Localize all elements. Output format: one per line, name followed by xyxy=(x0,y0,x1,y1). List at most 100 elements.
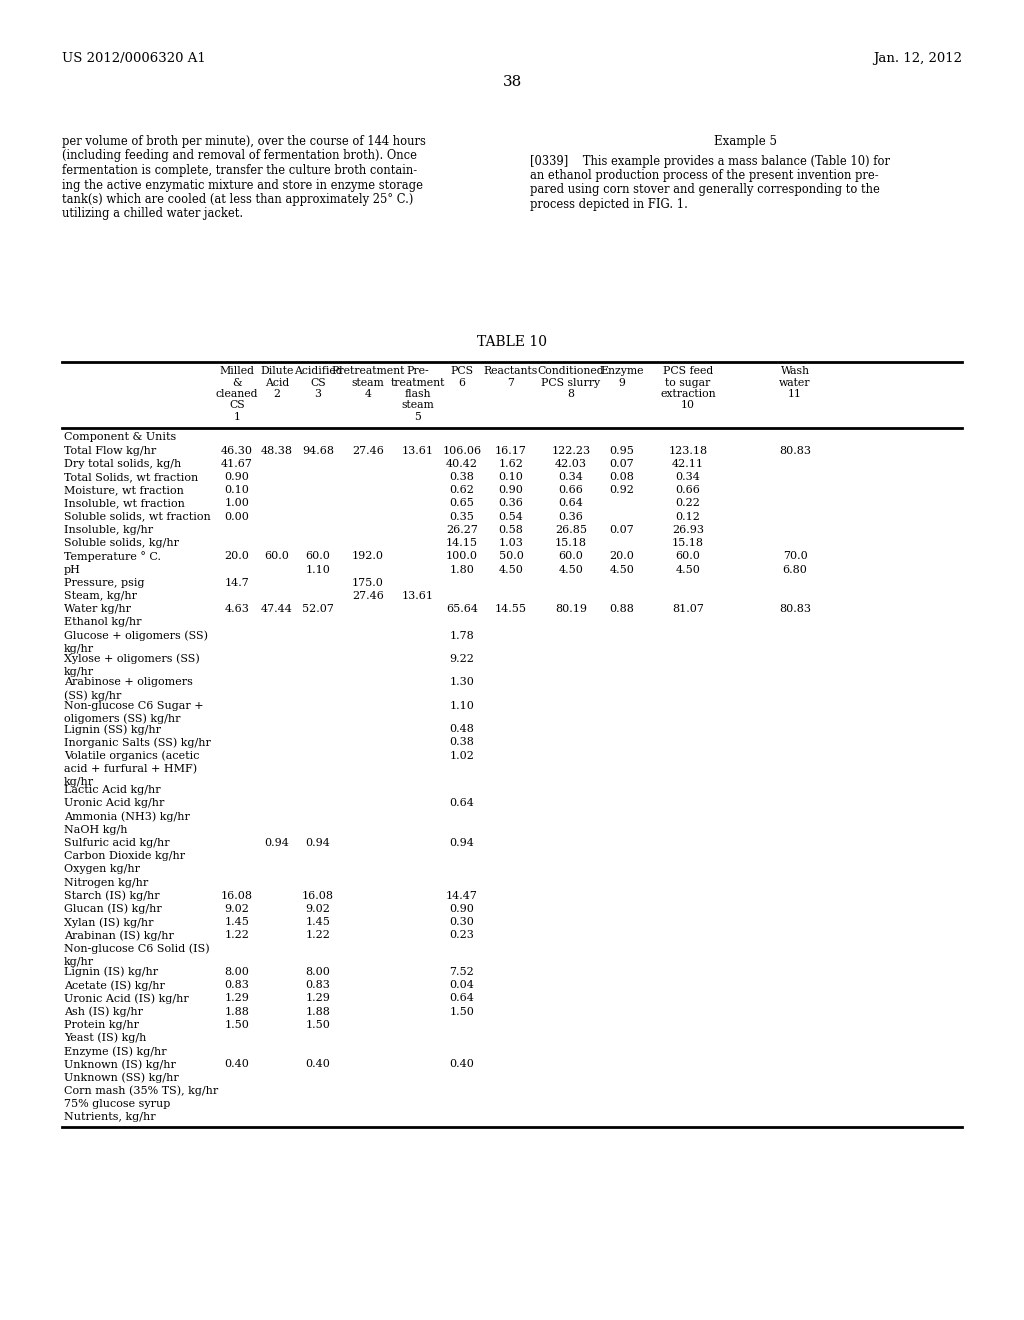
Text: 1.29: 1.29 xyxy=(305,994,331,1003)
Text: Soluble solids, kg/hr: Soluble solids, kg/hr xyxy=(63,539,179,548)
Text: 42.03: 42.03 xyxy=(555,459,587,469)
Text: Yeast (IS) kg/h: Yeast (IS) kg/h xyxy=(63,1034,146,1044)
Text: 4.63: 4.63 xyxy=(224,605,250,614)
Text: 80.19: 80.19 xyxy=(555,605,587,614)
Text: Milled: Milled xyxy=(219,366,255,376)
Text: 1.88: 1.88 xyxy=(305,1007,331,1016)
Text: 0.90: 0.90 xyxy=(224,473,250,482)
Text: flash: flash xyxy=(404,389,431,399)
Text: kg/hr: kg/hr xyxy=(63,667,94,677)
Text: 0.08: 0.08 xyxy=(609,473,635,482)
Text: 38: 38 xyxy=(503,75,521,88)
Text: oligomers (SS) kg/hr: oligomers (SS) kg/hr xyxy=(63,714,180,725)
Text: 80.83: 80.83 xyxy=(779,605,811,614)
Text: Nutrients, kg/hr: Nutrients, kg/hr xyxy=(63,1113,156,1122)
Text: 94.68: 94.68 xyxy=(302,446,334,455)
Text: US 2012/0006320 A1: US 2012/0006320 A1 xyxy=(62,51,206,65)
Text: Xylan (IS) kg/hr: Xylan (IS) kg/hr xyxy=(63,917,154,928)
Text: 1.50: 1.50 xyxy=(224,1020,250,1030)
Text: Wash: Wash xyxy=(780,366,810,376)
Text: 70.0: 70.0 xyxy=(782,552,807,561)
Text: Carbon Dioxide kg/hr: Carbon Dioxide kg/hr xyxy=(63,851,185,861)
Text: 100.0: 100.0 xyxy=(446,552,478,561)
Text: 4.50: 4.50 xyxy=(609,565,635,574)
Text: Moisture, wt fraction: Moisture, wt fraction xyxy=(63,486,184,495)
Text: 0.95: 0.95 xyxy=(609,446,635,455)
Text: 40.42: 40.42 xyxy=(446,459,478,469)
Text: kg/hr: kg/hr xyxy=(63,776,94,787)
Text: Uronic Acid kg/hr: Uronic Acid kg/hr xyxy=(63,799,165,808)
Text: 0.00: 0.00 xyxy=(224,512,250,521)
Text: 11: 11 xyxy=(788,389,802,399)
Text: (SS) kg/hr: (SS) kg/hr xyxy=(63,690,122,701)
Text: cleaned: cleaned xyxy=(216,389,258,399)
Text: 1.78: 1.78 xyxy=(450,631,474,640)
Text: 7.52: 7.52 xyxy=(450,968,474,977)
Text: 0.07: 0.07 xyxy=(609,525,635,535)
Text: PCS feed: PCS feed xyxy=(663,366,713,376)
Text: Oxygen kg/hr: Oxygen kg/hr xyxy=(63,865,140,874)
Text: Inorganic Salts (SS) kg/hr: Inorganic Salts (SS) kg/hr xyxy=(63,738,211,748)
Text: 14.7: 14.7 xyxy=(224,578,250,587)
Text: 122.23: 122.23 xyxy=(552,446,591,455)
Text: 46.30: 46.30 xyxy=(221,446,253,455)
Text: 9.22: 9.22 xyxy=(450,653,474,664)
Text: Non-glucose C6 Solid (IS): Non-glucose C6 Solid (IS) xyxy=(63,944,210,954)
Text: Glucan (IS) kg/hr: Glucan (IS) kg/hr xyxy=(63,904,162,915)
Text: 9.02: 9.02 xyxy=(305,904,331,913)
Text: Soluble solids, wt fraction: Soluble solids, wt fraction xyxy=(63,512,211,521)
Text: 20.0: 20.0 xyxy=(609,552,635,561)
Text: 16.08: 16.08 xyxy=(221,891,253,900)
Text: 0.66: 0.66 xyxy=(558,486,584,495)
Text: steam: steam xyxy=(351,378,384,388)
Text: Acid: Acid xyxy=(265,378,289,388)
Text: Uronic Acid (IS) kg/hr: Uronic Acid (IS) kg/hr xyxy=(63,994,188,1005)
Text: NaOH kg/h: NaOH kg/h xyxy=(63,825,128,834)
Text: 27.46: 27.46 xyxy=(352,591,384,601)
Text: 14.55: 14.55 xyxy=(495,605,527,614)
Text: utilizing a chilled water jacket.: utilizing a chilled water jacket. xyxy=(62,207,243,220)
Text: 60.0: 60.0 xyxy=(676,552,700,561)
Text: 75% glucose syrup: 75% glucose syrup xyxy=(63,1100,170,1109)
Text: kg/hr: kg/hr xyxy=(63,644,94,653)
Text: 5: 5 xyxy=(415,412,422,422)
Text: 1.30: 1.30 xyxy=(450,677,474,688)
Text: 1.02: 1.02 xyxy=(450,751,474,760)
Text: 13.61: 13.61 xyxy=(402,446,434,455)
Text: Arabinose + oligomers: Arabinose + oligomers xyxy=(63,677,193,688)
Text: Dry total solids, kg/h: Dry total solids, kg/h xyxy=(63,459,181,469)
Text: 26.85: 26.85 xyxy=(555,525,587,535)
Text: 0.35: 0.35 xyxy=(450,512,474,521)
Text: 48.38: 48.38 xyxy=(261,446,293,455)
Text: acid + furfural + HMF): acid + furfural + HMF) xyxy=(63,763,198,774)
Text: 42.11: 42.11 xyxy=(672,459,705,469)
Text: 1.22: 1.22 xyxy=(224,931,250,940)
Text: 0.83: 0.83 xyxy=(305,981,331,990)
Text: 1.45: 1.45 xyxy=(305,917,331,927)
Text: 2: 2 xyxy=(273,389,281,399)
Text: 0.64: 0.64 xyxy=(558,499,584,508)
Text: Steam, kg/hr: Steam, kg/hr xyxy=(63,591,137,601)
Text: Volatile organics (acetic: Volatile organics (acetic xyxy=(63,751,200,762)
Text: Reactants: Reactants xyxy=(484,366,539,376)
Text: 3: 3 xyxy=(314,389,322,399)
Text: Unknown (IS) kg/hr: Unknown (IS) kg/hr xyxy=(63,1060,176,1071)
Text: 0.36: 0.36 xyxy=(499,499,523,508)
Text: 0.64: 0.64 xyxy=(450,994,474,1003)
Text: 4: 4 xyxy=(365,389,372,399)
Text: 10: 10 xyxy=(681,400,695,411)
Text: 0.94: 0.94 xyxy=(264,838,290,847)
Text: Glucose + oligomers (SS): Glucose + oligomers (SS) xyxy=(63,631,208,642)
Text: 0.38: 0.38 xyxy=(450,738,474,747)
Text: 0.30: 0.30 xyxy=(450,917,474,927)
Text: TABLE 10: TABLE 10 xyxy=(477,335,547,348)
Text: 26.27: 26.27 xyxy=(446,525,478,535)
Text: Pre-: Pre- xyxy=(407,366,429,376)
Text: 1.62: 1.62 xyxy=(499,459,523,469)
Text: Ethanol kg/hr: Ethanol kg/hr xyxy=(63,618,141,627)
Text: 106.06: 106.06 xyxy=(442,446,481,455)
Text: 1.10: 1.10 xyxy=(305,565,331,574)
Text: 1.80: 1.80 xyxy=(450,565,474,574)
Text: 0.92: 0.92 xyxy=(609,486,635,495)
Text: 52.07: 52.07 xyxy=(302,605,334,614)
